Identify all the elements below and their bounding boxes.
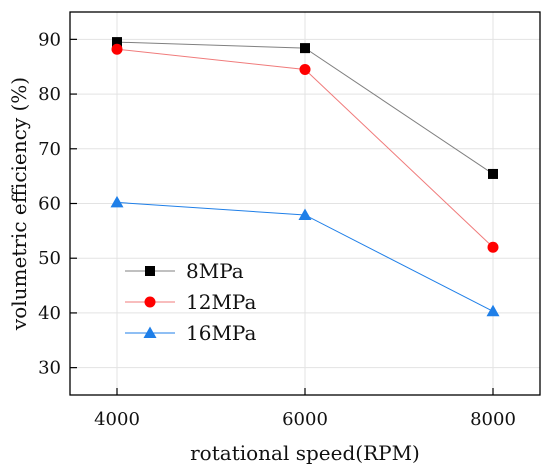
data-point — [487, 241, 499, 253]
legend-item: 16MPa — [125, 321, 256, 345]
legend-marker — [143, 326, 157, 338]
data-point — [299, 63, 311, 75]
y-tick-label: 30 — [38, 358, 61, 379]
legend-label: 8MPa — [186, 259, 244, 283]
data-point — [486, 304, 500, 317]
legend-label: 12MPa — [186, 290, 256, 314]
y-tick-label: 90 — [38, 29, 61, 50]
x-axis-title: rotational speed(RPM) — [190, 441, 420, 465]
y-tick-label: 80 — [38, 84, 61, 105]
series-8MPa — [112, 37, 498, 179]
series-12MPa — [111, 43, 499, 253]
legend-item: 8MPa — [125, 259, 244, 283]
axis-ticks: 30 40 50 60 70 80 90 4000 6000 8000 — [38, 29, 516, 430]
x-tick-label: 8000 — [470, 409, 516, 430]
legend-label: 16MPa — [186, 321, 256, 345]
legend-item: 12MPa — [125, 290, 256, 314]
data-point — [111, 43, 123, 55]
legend-marker — [145, 266, 155, 276]
series-layer — [110, 37, 500, 317]
y-tick-label: 50 — [38, 248, 61, 269]
data-point — [112, 37, 122, 48]
series-16MPa — [110, 195, 500, 317]
y-tick-label: 70 — [38, 139, 61, 160]
data-point — [298, 208, 312, 220]
data-point — [300, 43, 310, 54]
y-axis-title: volumetric efficiency (%) — [7, 77, 31, 331]
legend: 8MPa 12MPa 16MPa — [125, 259, 256, 345]
x-tick-label: 4000 — [94, 409, 140, 430]
data-point — [110, 195, 124, 208]
data-point — [488, 168, 498, 179]
y-tick-label: 40 — [38, 303, 61, 324]
grid-lines — [70, 12, 540, 395]
y-tick-label: 60 — [38, 194, 61, 215]
x-tick-label: 6000 — [282, 409, 328, 430]
legend-marker — [144, 296, 156, 308]
